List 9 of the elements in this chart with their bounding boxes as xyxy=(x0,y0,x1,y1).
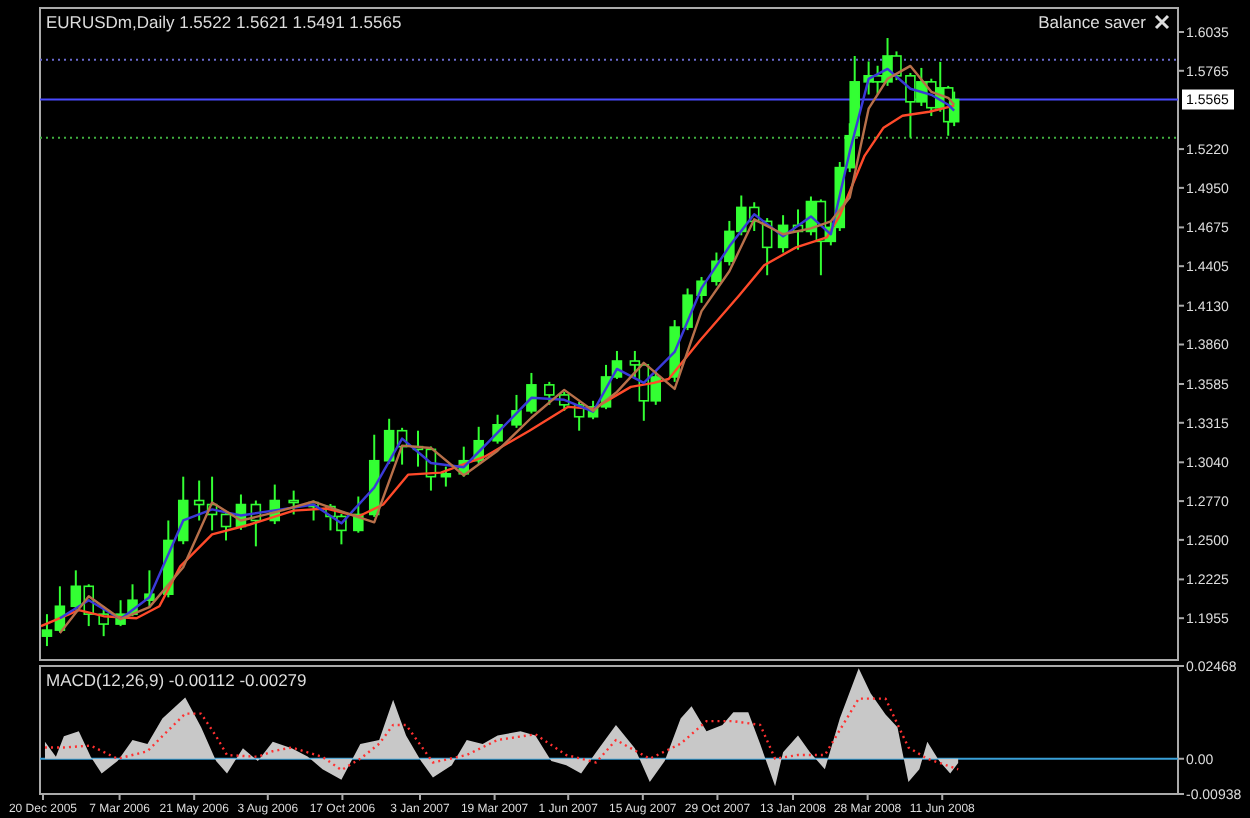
candlestick xyxy=(544,380,555,406)
line-series xyxy=(43,697,960,772)
annotation: Balance saver xyxy=(1038,12,1147,32)
chart-title: EURUSDm,Daily 1.5522 1.5621 1.5491 1.5565 xyxy=(46,12,402,32)
candlestick xyxy=(288,489,299,516)
chart-title: MACD(12,26,9) -0.00112 -0.00279 xyxy=(46,670,308,690)
candlestick xyxy=(526,371,537,415)
candlestick xyxy=(177,475,189,546)
candlestick xyxy=(220,510,232,542)
